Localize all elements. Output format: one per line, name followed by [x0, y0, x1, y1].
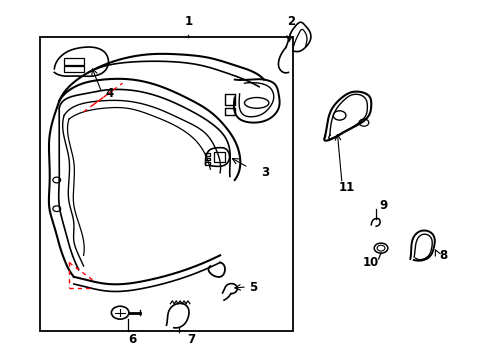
Text: 11: 11 [338, 181, 354, 194]
Bar [214, 152, 224, 162]
Text: 6: 6 [128, 333, 136, 346]
Text: 10: 10 [363, 256, 379, 269]
Text: 2: 2 [286, 15, 294, 28]
Bar [64, 58, 83, 65]
Text: 1: 1 [184, 15, 192, 28]
Text: 9: 9 [379, 199, 387, 212]
Text: 4: 4 [105, 87, 114, 100]
Text: 7: 7 [186, 333, 195, 346]
Bar [64, 66, 83, 72]
Bar [40, 37, 293, 330]
Text: 8: 8 [439, 249, 447, 262]
Text: 5: 5 [249, 281, 257, 294]
Text: 3: 3 [261, 166, 269, 179]
